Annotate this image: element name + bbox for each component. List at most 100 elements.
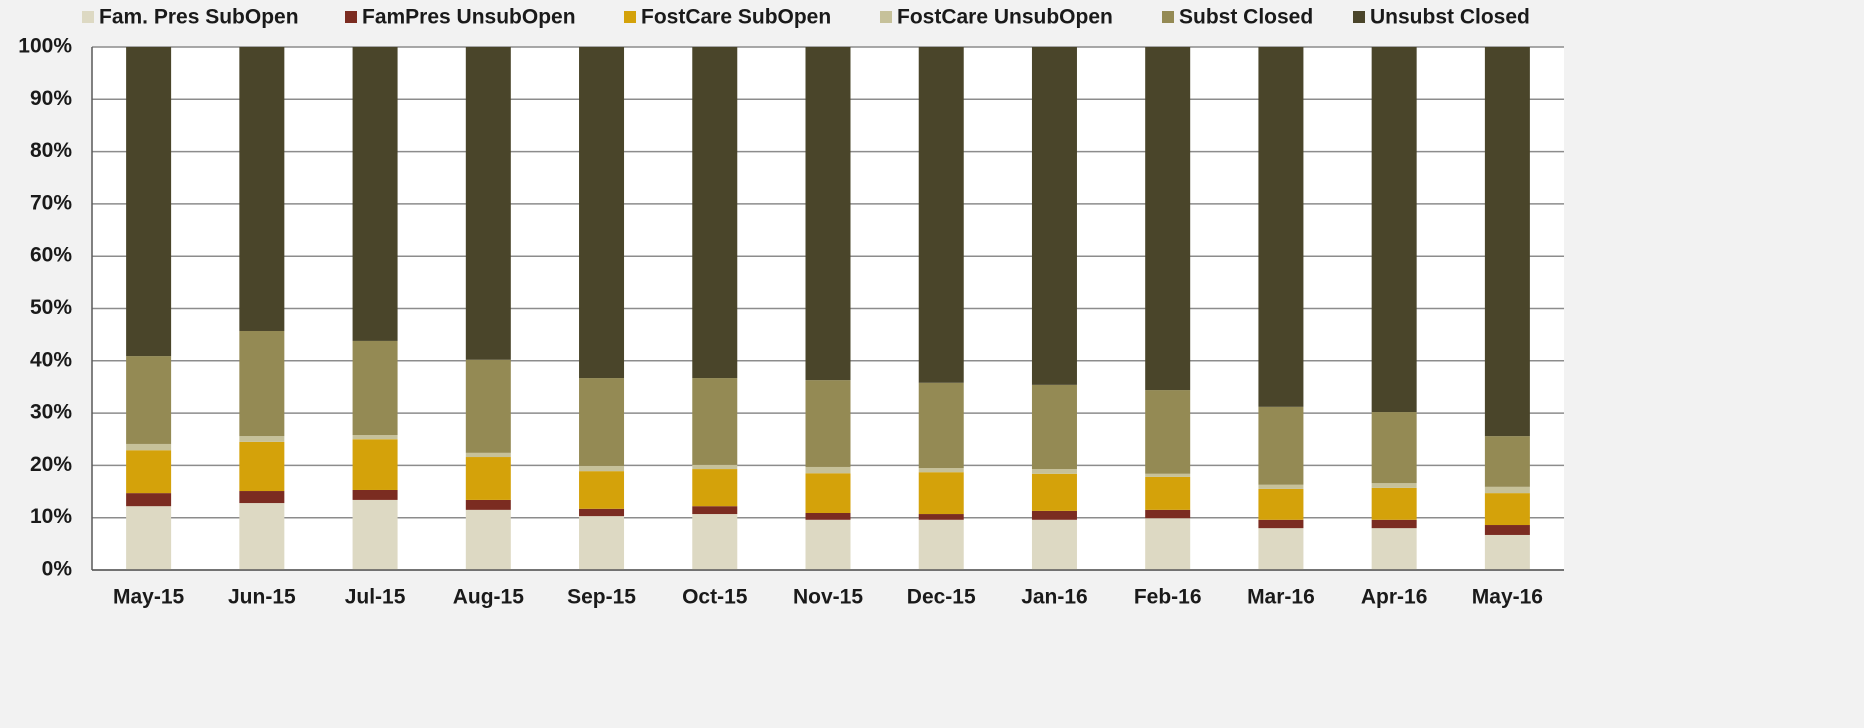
bar-segment	[352, 439, 398, 490]
bar-segment	[1371, 519, 1417, 529]
bar-segment	[918, 519, 964, 570]
bar-segment	[579, 471, 625, 509]
bar-segment	[1145, 476, 1191, 510]
bar-segment	[126, 47, 172, 357]
x-tick-label: Jul-15	[345, 586, 406, 609]
bar-segment	[579, 47, 625, 379]
y-tick-label: 30%	[30, 401, 72, 424]
bar-segment	[918, 47, 964, 383]
bar-segment	[352, 435, 398, 440]
bar-segment	[1145, 473, 1191, 477]
bar-segment	[1258, 488, 1304, 520]
legend-swatch	[1162, 11, 1174, 23]
bar-segment	[465, 457, 511, 500]
y-tick-label: 70%	[30, 191, 72, 214]
y-tick-label: 60%	[30, 244, 72, 267]
bar-segment	[465, 499, 511, 510]
legend-swatch	[1353, 11, 1365, 23]
bar-segment	[1031, 473, 1077, 511]
bar-segment	[1031, 519, 1077, 570]
bar-segment	[579, 508, 625, 517]
y-tick-label: 100%	[18, 35, 72, 58]
legend-swatch	[880, 11, 892, 23]
bar-segment	[692, 47, 738, 379]
legend-label: FamPres UnsubOpen	[362, 6, 576, 29]
bar-segment	[1258, 528, 1304, 570]
legend-label: FostCare UnsubOpen	[897, 6, 1113, 29]
bar-segment	[126, 443, 172, 451]
bar-segment	[918, 382, 964, 469]
legend-label: Subst Closed	[1179, 6, 1313, 29]
bar-segment	[1484, 493, 1530, 526]
bar-segment	[239, 330, 285, 437]
bar-segment	[1258, 47, 1304, 407]
bar-segment	[1145, 390, 1191, 474]
y-tick-label: 20%	[30, 453, 72, 476]
legend-swatch	[624, 11, 636, 23]
bar-segment	[805, 466, 851, 474]
x-tick-label: Jan-16	[1021, 586, 1088, 609]
legend-label: FostCare SubOpen	[641, 6, 831, 29]
x-tick-label: Aug-15	[453, 586, 524, 609]
bar-segment	[126, 493, 172, 507]
y-tick-label: 50%	[30, 296, 72, 319]
bar-segment	[1145, 47, 1191, 391]
bar-segment	[1145, 509, 1191, 519]
legend-swatch	[82, 11, 94, 23]
bar-segment	[692, 378, 738, 465]
bar-segment	[918, 468, 964, 473]
legend-label: Fam. Pres SubOpen	[99, 6, 299, 29]
bar-segment	[239, 503, 285, 570]
bar-segment	[805, 519, 851, 570]
x-tick-label: Feb-16	[1134, 586, 1202, 609]
bar-segment	[1031, 510, 1077, 520]
bar-segment	[579, 516, 625, 570]
bar-segment	[1031, 384, 1077, 470]
bar-segment	[1258, 519, 1304, 529]
bar-segment	[1371, 487, 1417, 520]
x-tick-label: Jun-15	[228, 586, 296, 609]
x-tick-label: Sep-15	[567, 586, 636, 609]
bar-segment	[1371, 528, 1417, 570]
bar-segment	[1258, 406, 1304, 485]
bar-segment	[579, 378, 625, 466]
bar-segment	[1371, 47, 1417, 413]
x-tick-label: May-15	[113, 586, 185, 609]
bar-segment	[352, 489, 398, 500]
bar-segment	[692, 506, 738, 515]
x-tick-label: Oct-15	[682, 586, 748, 609]
bar-segment	[918, 514, 964, 520]
bar-segment	[239, 436, 285, 442]
bar-segment	[1484, 47, 1530, 437]
bar-segment	[1484, 436, 1530, 487]
bar-segment	[692, 464, 738, 470]
bar-segment	[805, 47, 851, 381]
x-tick-label: Nov-15	[793, 586, 863, 609]
bar-segment	[1031, 469, 1077, 474]
bar-segment	[239, 491, 285, 504]
bar-segment	[126, 356, 172, 444]
x-tick-label: May-16	[1472, 586, 1543, 609]
bar-segment	[465, 359, 511, 453]
bar-segment	[352, 499, 398, 570]
bar-segment	[239, 47, 285, 331]
x-tick-label: Dec-15	[907, 586, 976, 609]
bar-segment	[805, 512, 851, 520]
y-tick-label: 90%	[30, 87, 72, 110]
bar-segment	[1484, 525, 1530, 535]
bar-segment	[1484, 534, 1530, 570]
bar-segment	[465, 47, 511, 360]
bar-segment	[352, 47, 398, 341]
bar-segment	[805, 473, 851, 513]
bar-segment	[126, 506, 172, 570]
bar-segment	[465, 509, 511, 570]
bar-segment	[1371, 483, 1417, 488]
bar-segment	[1031, 47, 1077, 385]
bar-segment	[1371, 412, 1417, 484]
y-tick-label: 80%	[30, 139, 72, 162]
bar-segment	[465, 452, 511, 458]
bar-segment	[1258, 484, 1304, 489]
bar-segment	[126, 450, 172, 494]
bar-segment	[805, 380, 851, 467]
